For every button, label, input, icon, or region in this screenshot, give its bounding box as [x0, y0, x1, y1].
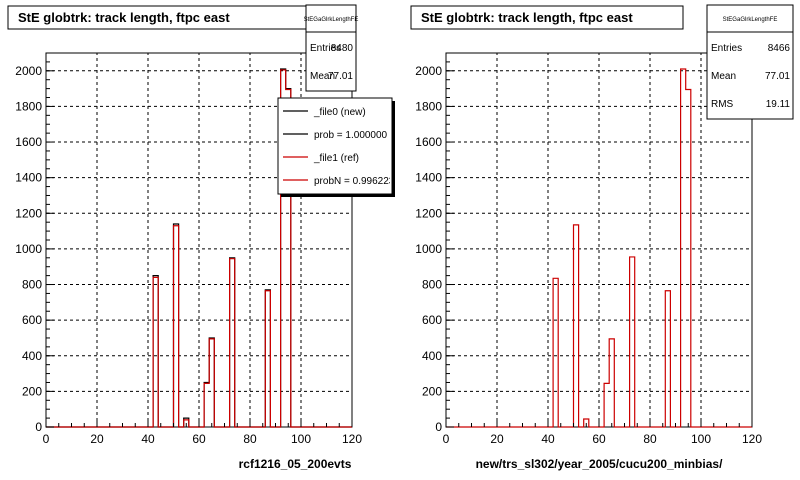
- y-tick-label: 1000: [15, 242, 42, 256]
- axes: 0 20 40 60 80 100 1200200400600800100012001400…: [15, 52, 362, 471]
- y-tick-label: 600: [22, 313, 42, 327]
- histogram-bin: [230, 258, 235, 427]
- y-tick-label: 200: [422, 384, 442, 398]
- histogram-bin: [209, 338, 214, 427]
- y-tick-label: 600: [422, 313, 442, 327]
- x-tick-label: 0: [43, 432, 50, 446]
- legend-entry-label: _file0 (new): [313, 107, 366, 118]
- grid: [446, 53, 752, 427]
- histogram-bin: [174, 226, 179, 427]
- title-frame: [410, 5, 684, 30]
- x-tick-label: 100: [291, 432, 311, 446]
- stats-label: RMS: [711, 99, 734, 110]
- y-tick-label: 1800: [15, 99, 42, 113]
- x-tick-label: 100: [691, 432, 711, 446]
- histogram-bin: [265, 290, 270, 427]
- y-tick-label: 1000: [415, 242, 442, 256]
- y-tick-label: 400: [22, 349, 42, 363]
- y-tick-label: 2000: [415, 64, 442, 78]
- histogram-bin: [665, 291, 670, 427]
- x-tick-label: 120: [742, 432, 762, 446]
- y-tick-label: 1400: [415, 171, 442, 185]
- histogram-bin: [230, 259, 235, 427]
- stats-label: Entries: [711, 43, 742, 54]
- x-tick-label: 40: [141, 432, 155, 446]
- stats-value: 8480: [331, 43, 354, 54]
- x-tick-label: 20: [90, 432, 104, 446]
- y-tick-label: 400: [422, 349, 442, 363]
- legend-entry-label: _file1 (ref): [313, 153, 359, 164]
- x-tick-label: 60: [592, 432, 606, 446]
- histogram-line: [46, 69, 352, 428]
- y-tick-label: 1200: [415, 206, 442, 220]
- axes: 0 20 40 60 80 100 1200200400600800100012001400…: [415, 52, 762, 471]
- chart-title: StE globtrk: track length, ftpc east: [18, 10, 230, 25]
- histogram-bin: [153, 277, 158, 427]
- legend: _file0 (new) prob = 1.000000 _file1 (ref) p…: [277, 97, 395, 197]
- legend-entry-label: prob = 1.000000: [314, 130, 388, 141]
- x-tick-label: 60: [192, 432, 206, 446]
- y-tick-label: 0: [35, 420, 42, 434]
- histogram-bin: [209, 339, 214, 427]
- y-tick-label: 800: [422, 278, 442, 292]
- series-1: [446, 68, 752, 428]
- histogram-line: [446, 68, 752, 428]
- y-tick-label: 1200: [15, 206, 42, 220]
- histogram-bin: [174, 224, 179, 427]
- stats-header: StEGaGlrkLengthFE: [304, 17, 359, 23]
- stats-value: 77.01: [765, 71, 790, 82]
- chart-title: StE globtrk: track length, ftpc east: [421, 10, 633, 25]
- histogram-bin: [204, 382, 209, 427]
- histogram-bin: [630, 257, 635, 427]
- histogram-bin: [609, 339, 614, 427]
- histogram-bin: [553, 278, 558, 427]
- stats-value: 8466: [768, 43, 791, 54]
- y-tick-label: 1600: [15, 135, 42, 149]
- y-tick-label: 1600: [415, 135, 442, 149]
- stats-box: StEGaGlrkLengthFE Entries 8466 Mean 77.01 RMS…: [706, 4, 794, 120]
- stats-frame: [706, 4, 794, 120]
- histogram-bin: [265, 291, 270, 427]
- chart-title-box: StE globtrk: track length, ftpc east: [7, 5, 307, 30]
- histogram-bin: [681, 69, 686, 427]
- stats-label: Entries: [310, 43, 341, 54]
- legend-entry-label: probN = 0.996223: [314, 176, 395, 187]
- chart-panel-1: 0 20 40 60 80 100 1200200400600800100012001400…: [7, 4, 395, 471]
- legend-frame: [277, 97, 393, 195]
- stats-label: Mean: [310, 71, 335, 82]
- y-tick-label: 800: [22, 278, 42, 292]
- stats-frame: [305, 4, 357, 92]
- y-tick-label: 0: [435, 420, 442, 434]
- x-tick-label: 40: [541, 432, 555, 446]
- stats-value: 77.01: [328, 71, 353, 82]
- chart-title-box: StE globtrk: track length, ftpc east: [410, 5, 684, 30]
- chart-panel-2: 0 20 40 60 80 100 1200200400600800100012001400…: [410, 4, 794, 471]
- y-tick-label: 2000: [15, 64, 42, 78]
- histogram-bin: [604, 383, 609, 427]
- histogram-bin: [686, 90, 691, 427]
- stats-value: 19.11: [766, 99, 791, 110]
- x-axis-label: new/trs_sl302/year_2005/cucu200_minbias/: [476, 457, 723, 471]
- histogram-bin: [204, 383, 209, 427]
- x-tick-label: 0: [443, 432, 450, 446]
- series-2: [46, 69, 352, 428]
- x-tick-label: 120: [342, 432, 362, 446]
- y-tick-label: 200: [22, 384, 42, 398]
- y-tick-label: 1400: [15, 171, 42, 185]
- x-axis-label: rcf1216_05_200evts: [239, 457, 352, 471]
- y-tick-label: 1800: [415, 99, 442, 113]
- x-tick-label: 80: [243, 432, 257, 446]
- histogram-bin: [574, 225, 579, 427]
- stats-label: Mean: [711, 71, 736, 82]
- x-tick-label: 20: [490, 432, 504, 446]
- x-tick-label: 80: [643, 432, 657, 446]
- stats-header: StEGaGlrkLengthFE: [723, 17, 778, 23]
- histogram-bin: [153, 276, 158, 427]
